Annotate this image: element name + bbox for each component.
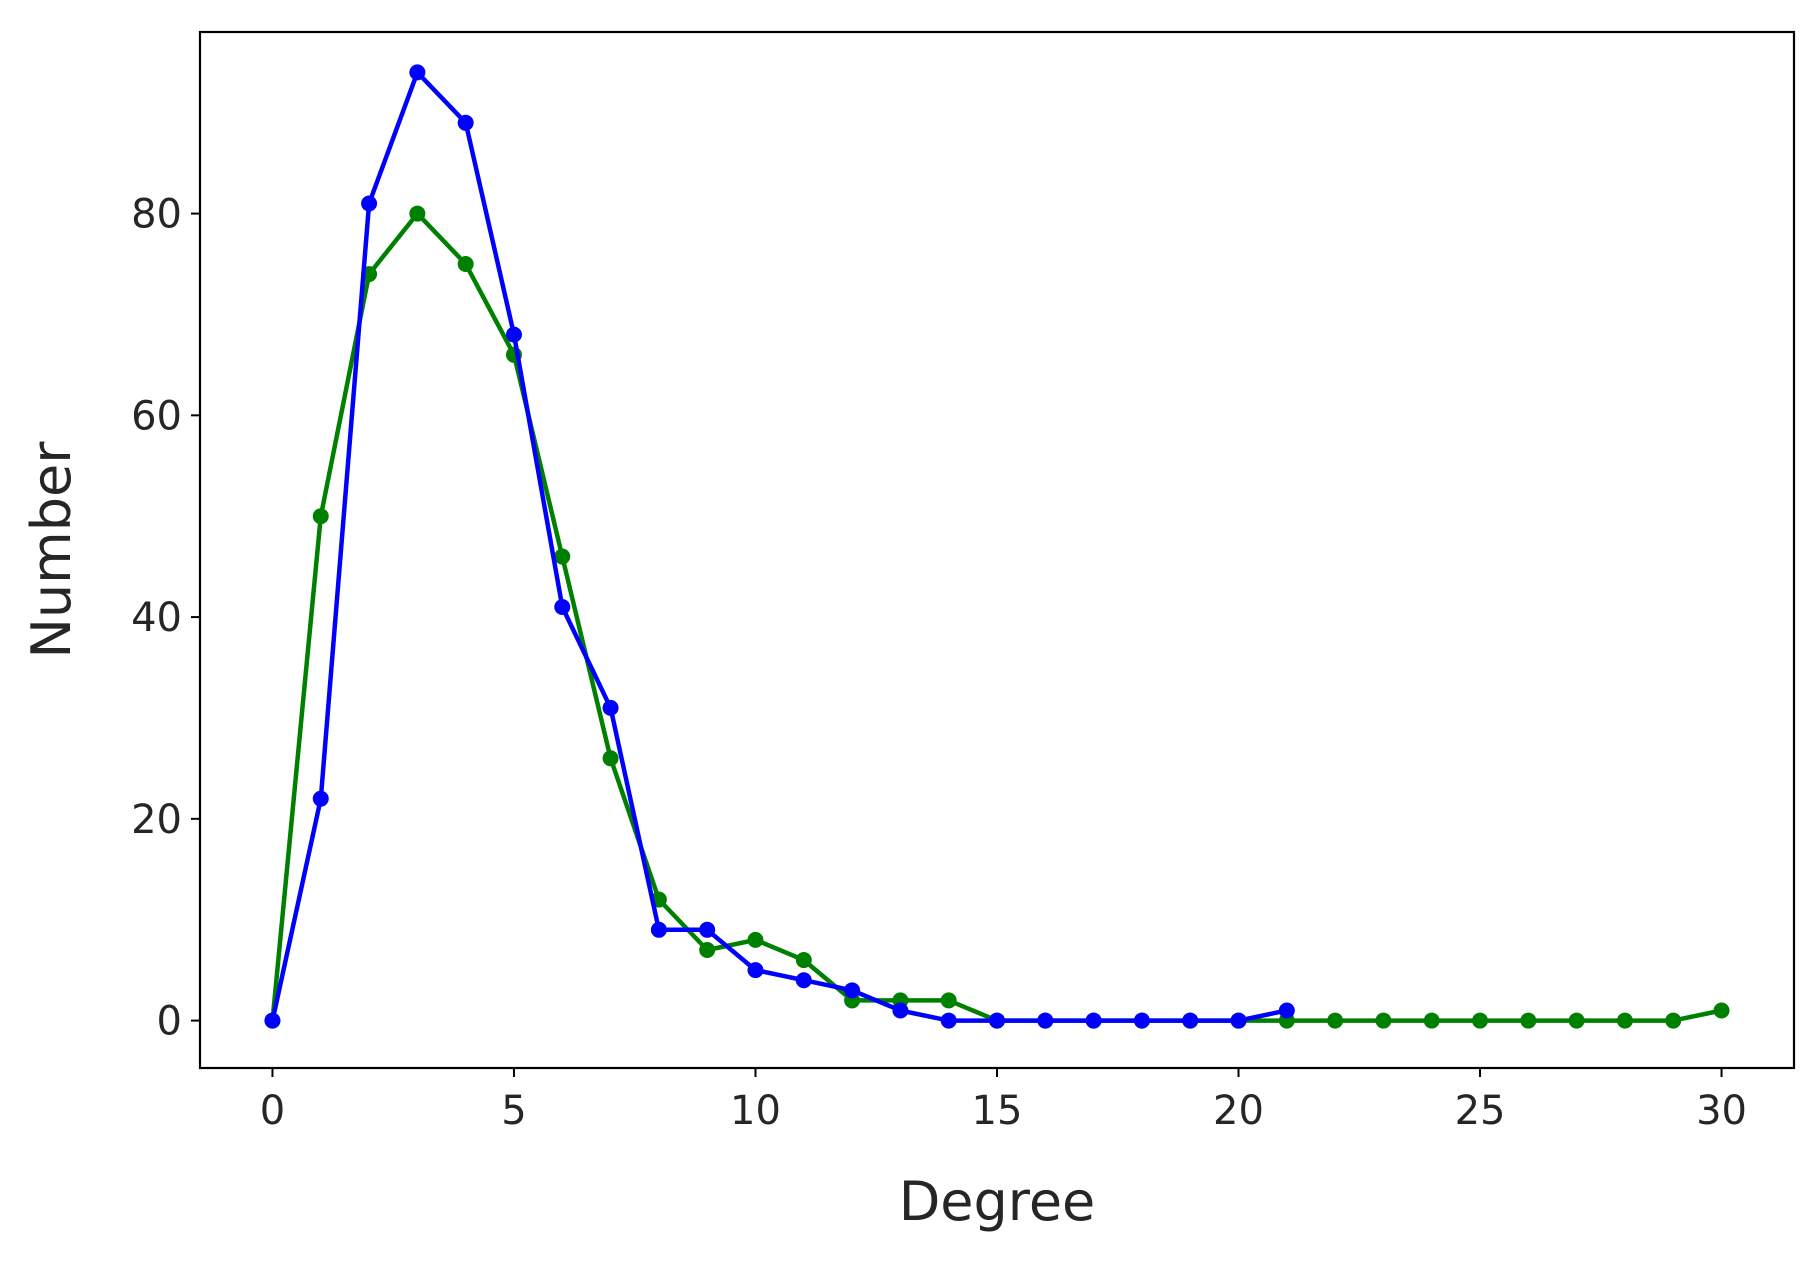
x-tick-label: 30 [1696, 1088, 1747, 1134]
series-layer [264, 64, 1730, 1029]
series-1-line [270, 211, 1724, 1023]
x-tick-label: 15 [972, 1088, 1023, 1134]
series-2-point [844, 982, 861, 999]
series-2-point [1133, 1012, 1150, 1029]
series-2-point [554, 598, 571, 615]
y-tick-label: 0 [157, 999, 182, 1045]
series-2-point [940, 1012, 957, 1029]
x-tick-label: 0 [260, 1088, 285, 1134]
series-2-point [602, 699, 619, 716]
x-tick-label: 10 [730, 1088, 781, 1134]
series-2-point [409, 64, 426, 81]
series-2-point [1182, 1012, 1199, 1029]
x-axis-ticks: 0 5 10 15 20 25 30 [260, 1068, 1747, 1134]
series-1-point [1665, 1012, 1682, 1029]
series-2-line [270, 70, 1290, 1023]
series-1-point [554, 548, 571, 565]
series-2-point [1037, 1012, 1054, 1029]
series-2-point [264, 1012, 281, 1029]
series-2-point [505, 326, 522, 343]
series-1-point [795, 952, 812, 969]
x-tick-label: 20 [1213, 1088, 1264, 1134]
x-tick-label: 5 [501, 1088, 526, 1134]
series-2-point [1230, 1012, 1247, 1029]
series-2-point [457, 114, 474, 131]
x-tick-label: 25 [1455, 1088, 1506, 1134]
series-2 [264, 64, 1295, 1029]
axes-frame [198, 30, 1796, 1070]
series-1 [264, 205, 1730, 1029]
series-2-point [1085, 1012, 1102, 1029]
y-axis-label: Number [20, 441, 83, 659]
y-tick-label: 60 [131, 393, 182, 439]
series-1-point [1568, 1012, 1585, 1029]
series-1-point [457, 256, 474, 273]
series-2-point [312, 790, 329, 807]
y-tick-label: 80 [131, 192, 182, 238]
series-1-point [699, 941, 716, 958]
series-1-point [940, 992, 957, 1009]
series-1-point [1327, 1012, 1344, 1029]
series-1-point [1472, 1012, 1489, 1029]
series-1-point [602, 750, 619, 767]
y-axis-ticks: 0 20 40 60 80 [131, 192, 200, 1045]
series-1-point [747, 931, 764, 948]
series-1-point [312, 508, 329, 525]
series-2-point [1278, 1002, 1295, 1019]
series-2-point [989, 1012, 1005, 1029]
y-tick-label: 20 [131, 797, 182, 843]
series-2-point [650, 921, 667, 938]
series-1-point [409, 205, 426, 222]
series-2-point [747, 962, 764, 979]
series-2-point [361, 195, 378, 212]
series-2-point [795, 972, 812, 989]
y-tick-label: 40 [131, 595, 182, 641]
series-1-point [1520, 1012, 1537, 1029]
series-1-point [1713, 1002, 1730, 1019]
series-1-point [1375, 1012, 1392, 1029]
series-2-point [699, 921, 716, 938]
x-axis-label: Degree [899, 1170, 1096, 1233]
series-1-point [1423, 1012, 1440, 1029]
series-1-point [1616, 1012, 1633, 1029]
series-2-point [892, 1002, 909, 1019]
